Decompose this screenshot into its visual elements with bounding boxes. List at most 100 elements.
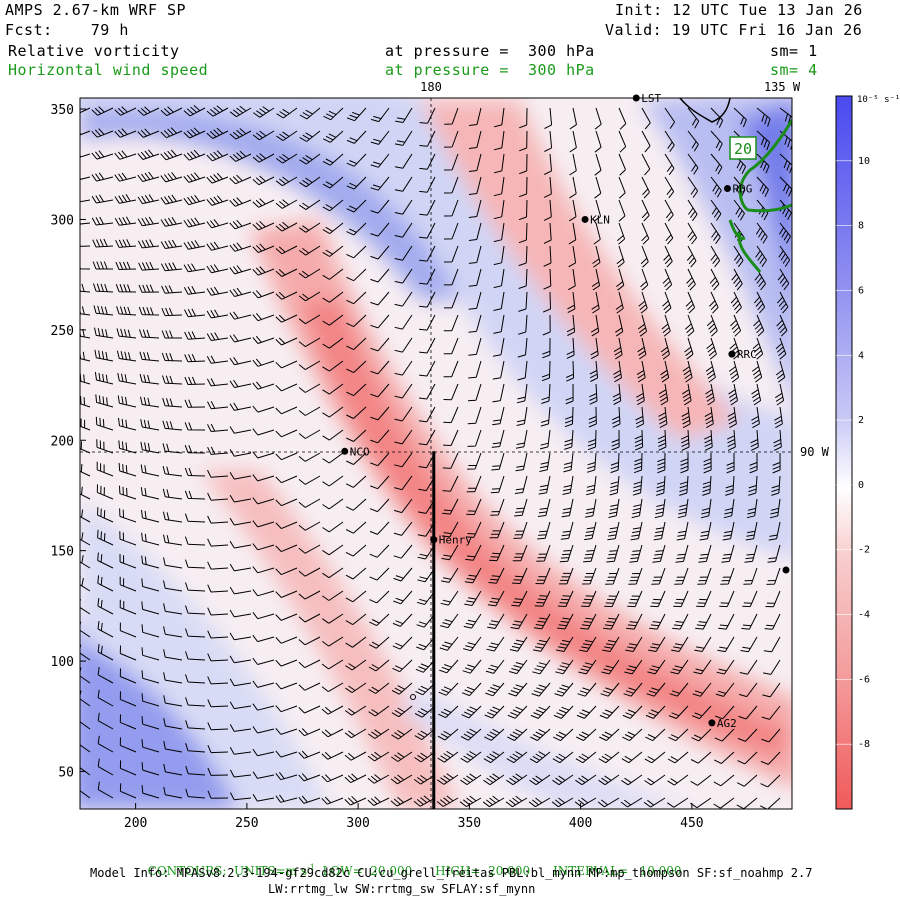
wind-barb [484, 705, 505, 719]
coastline-green [728, 119, 792, 273]
wind-barb [737, 728, 758, 742]
wind-barb [322, 475, 344, 487]
wind-barb [323, 107, 344, 121]
wind-barb [664, 176, 675, 199]
wind-barb [710, 176, 722, 198]
wind-barb [518, 291, 528, 312]
wind-barb [252, 243, 275, 253]
wind-barb [641, 199, 650, 222]
wind-barb [275, 636, 298, 644]
wind-barb [229, 197, 252, 207]
wind-barb [346, 360, 367, 374]
wind-barb [185, 651, 206, 661]
wind-barb [736, 774, 758, 787]
wind-barb [298, 705, 321, 714]
wind-barb [207, 515, 229, 524]
wind-barb [183, 149, 206, 161]
wind-barb [644, 774, 666, 786]
wind-barb [345, 659, 367, 671]
wind-barb [298, 544, 321, 554]
wind-barb [710, 107, 724, 128]
wind-barb [745, 521, 758, 541]
wind-barb [345, 498, 367, 511]
wind-barb [506, 751, 528, 764]
wind-barb [742, 590, 758, 608]
wind-barb [439, 659, 459, 674]
wind-barb [91, 216, 114, 226]
wind-barb [275, 337, 298, 346]
wind-barb [322, 406, 344, 418]
wind-barb [510, 613, 528, 630]
wind-barb [346, 199, 367, 213]
wind-barb [368, 728, 390, 739]
wind-barb [184, 513, 206, 523]
wind-barb [322, 360, 344, 372]
wind-barb [94, 327, 114, 339]
wind-barb [460, 773, 482, 786]
wind-barb [493, 107, 505, 128]
wind-barb [346, 406, 367, 419]
wind-barb [93, 283, 114, 293]
wind-barb [91, 194, 114, 204]
wind-barb [206, 241, 229, 251]
wind-barb [367, 751, 390, 762]
wind-barb [394, 199, 413, 215]
wind-barb [488, 567, 505, 584]
wind-barb [677, 498, 689, 519]
station-marker-ag2 [708, 719, 716, 727]
wind-barb [93, 305, 114, 316]
wind-barb [718, 613, 735, 630]
wind-barb [684, 337, 694, 360]
wind-barb [585, 498, 597, 518]
wind-barb [275, 452, 298, 461]
wind-barb [367, 774, 390, 784]
wind-barb [345, 521, 367, 534]
wind-barb [229, 105, 252, 118]
wind-barb [419, 153, 436, 170]
wind-barb [556, 636, 574, 652]
wind-barb [390, 796, 413, 807]
wind-barb [118, 417, 137, 431]
wind-barb [645, 728, 666, 742]
wind-barb [322, 153, 344, 166]
wind-barb [530, 705, 551, 719]
wind-barb [600, 682, 620, 697]
wind-barb [80, 486, 91, 500]
wind-barb [541, 383, 551, 404]
wind-barb [298, 268, 321, 279]
wind-barb [298, 613, 321, 623]
wind-barb [141, 670, 160, 684]
wind-barb [275, 659, 298, 667]
wind-barb [700, 498, 712, 519]
wind-barb [604, 590, 620, 608]
wind-barb [710, 222, 721, 244]
wind-barb [597, 797, 620, 808]
wind-barb [163, 580, 183, 592]
wind-barb [346, 268, 367, 282]
wind-barb [346, 383, 367, 397]
wind-barb [140, 419, 160, 431]
wind-barb [345, 475, 367, 488]
wind-barb [92, 261, 113, 270]
wind-barb [298, 728, 321, 737]
wind-barb [750, 429, 759, 451]
wind-barb [749, 452, 758, 474]
wind-barb [567, 291, 576, 314]
wind-barb [322, 222, 344, 235]
wind-barb [419, 268, 436, 285]
station-label-kln: KLN [590, 213, 610, 226]
wind-barb [569, 176, 577, 199]
wind-barb [685, 291, 696, 314]
wind-barb [298, 452, 321, 462]
wind-barb [720, 567, 735, 585]
wind-barb [737, 751, 758, 765]
wind-barb [623, 682, 643, 697]
edge-station-marker [782, 566, 790, 574]
wind-barbs [80, 105, 792, 809]
wind-barb [229, 678, 252, 687]
station-marker-henry [430, 536, 438, 544]
wind-barb [777, 268, 790, 291]
wind-barb [91, 150, 114, 160]
wind-barb [563, 452, 574, 473]
wind-barb [709, 291, 719, 314]
